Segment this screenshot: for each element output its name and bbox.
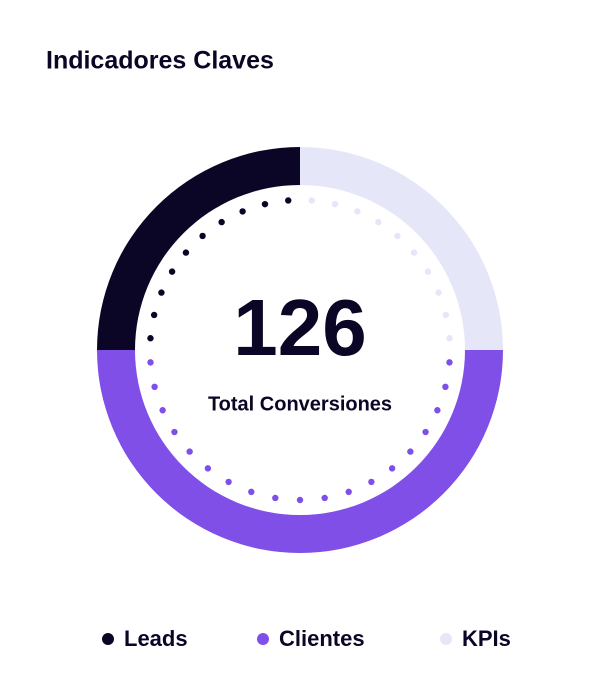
segment-dot [158, 289, 165, 296]
segment-dot [272, 494, 279, 502]
center-label: Total Conversiones [208, 393, 392, 415]
segment-dot [388, 465, 396, 472]
donut-segment [300, 147, 503, 350]
center-value: 126 [233, 283, 366, 372]
segment-dot [321, 494, 328, 502]
legend-marker [102, 633, 114, 645]
segment-dot [186, 448, 193, 455]
segment-dot [410, 249, 418, 256]
segment-dot [442, 383, 449, 391]
donut-segment [97, 147, 300, 350]
segment-dot [261, 200, 269, 208]
segment-dot [394, 232, 401, 240]
segment-dot [375, 218, 382, 226]
donut-segment [97, 350, 503, 553]
segment-dot [331, 200, 339, 208]
segment-dot [225, 478, 232, 486]
segment-dot [171, 428, 178, 436]
segment-dot [239, 208, 246, 215]
legend-marker [440, 633, 452, 645]
segment-dot [248, 488, 255, 496]
segment-dot [285, 197, 292, 204]
segment-dot [147, 359, 154, 366]
segment-dot [434, 407, 441, 414]
segment-dot [422, 428, 429, 436]
segment-dot [159, 407, 166, 414]
segment-dot [424, 268, 432, 275]
segment-dot [182, 249, 190, 256]
chart-title: Indicadores Claves [46, 47, 274, 75]
segment-dot [168, 268, 176, 275]
legend-label: KPIs [462, 626, 511, 651]
segment-dot [368, 478, 375, 486]
segment-dot [204, 465, 212, 472]
segment-dot [296, 496, 304, 504]
segment-dot [218, 218, 225, 226]
segment-dot [345, 488, 352, 496]
segment-dot [407, 448, 414, 455]
legend-marker [257, 633, 269, 645]
legend-label: Leads [124, 626, 188, 651]
segment-dot [199, 232, 206, 240]
segment-dot [442, 311, 450, 319]
legend-label: Clientes [279, 626, 365, 651]
segment-dot [435, 289, 442, 296]
segment-dot [147, 335, 154, 342]
segment-dot [446, 359, 453, 366]
segment-dot [446, 335, 453, 342]
segment-dot [354, 208, 361, 215]
segment-dot [308, 197, 315, 204]
segment-dot [151, 383, 158, 391]
segment-dot [150, 311, 158, 319]
